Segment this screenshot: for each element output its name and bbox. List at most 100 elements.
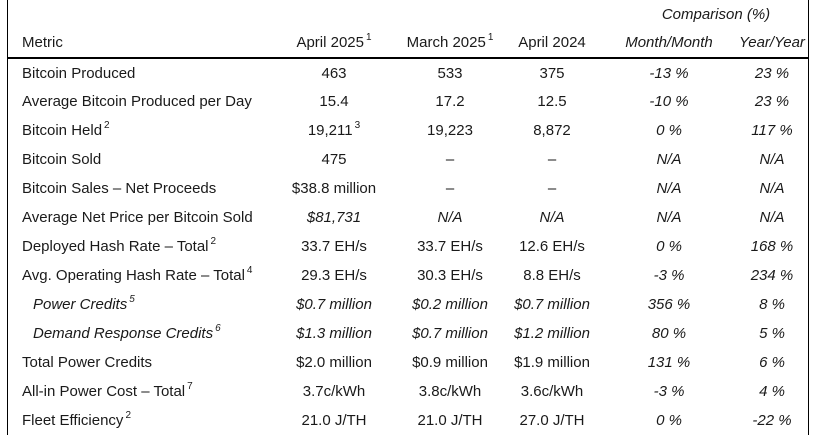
- column-header-april-2025: April 2025 1: [270, 28, 398, 59]
- cell-year-year: N/A: [759, 209, 785, 226]
- cell-april-2024: 12.5: [537, 93, 567, 110]
- table-body: Bitcoin Produced 463 533 375 -13 % 23 % …: [8, 58, 808, 435]
- cell-year-year: 4 %: [759, 383, 785, 400]
- cell-april-2024: $1.9 million: [514, 354, 590, 371]
- metrics-table-frame: Comparison (%) Metric April 2025 1 March …: [7, 0, 809, 435]
- footnote-ref: 5: [129, 294, 135, 305]
- metric-label: Bitcoin Sold: [22, 151, 102, 168]
- table-row-bitcoin-sold: Bitcoin Sold 475 – – N/A N/A: [8, 145, 808, 174]
- metric-text: All-in Power Cost – Total: [22, 383, 186, 400]
- cell-april-2025: 19,211 3: [270, 116, 398, 145]
- cell-march-2025: –: [445, 151, 455, 168]
- cell-april-2024: N/A: [539, 209, 565, 226]
- metric-label: Bitcoin Produced: [22, 64, 136, 82]
- cell-april-2025: 475: [321, 151, 347, 168]
- metric-label: Fleet Efficiency 2: [8, 406, 270, 435]
- metric-text: Fleet Efficiency: [22, 412, 124, 429]
- cell-april-2024: 8.8 EH/s: [523, 267, 581, 284]
- metric-label: Deployed Hash Rate – Total 2: [8, 232, 270, 261]
- table-row-power-credits: Power Credits 5 $0.7 million $0.2 million…: [8, 290, 808, 319]
- table-row-avg-bitcoin-per-day: Average Bitcoin Produced per Day 15.4 17…: [8, 87, 808, 116]
- cell-march-2025: 3.8c/kWh: [418, 383, 482, 400]
- cell-april-2025: $81,731: [306, 209, 362, 226]
- footnote-ref: 7: [187, 381, 193, 392]
- cell-march-2025: $0.2 million: [412, 296, 488, 313]
- cell-value: 19,211: [307, 122, 353, 139]
- cell-april-2024: 8,872: [533, 122, 571, 139]
- metric-label: Average Net Price per Bitcoin Sold: [22, 209, 253, 226]
- cell-month-month: N/A: [656, 151, 682, 168]
- cell-april-2025: 21.0 J/TH: [301, 412, 367, 429]
- cell-year-year: -22 %: [752, 412, 792, 429]
- cell-year-year: 117 %: [751, 122, 793, 139]
- cell-april-2025: 463: [321, 64, 347, 82]
- cell-year-year: 5 %: [759, 325, 785, 342]
- cell-year-year: N/A: [759, 151, 785, 168]
- cell-year-year: 8 %: [759, 296, 785, 313]
- cell-march-2025: $0.9 million: [412, 354, 488, 371]
- table-row-demand-response-credits: Demand Response Credits 6 $1.3 million $0…: [8, 319, 808, 348]
- footnote-ref: 2: [104, 120, 110, 131]
- cell-month-month: 0 %: [656, 412, 682, 429]
- cell-april-2025: $0.7 million: [296, 296, 372, 313]
- cell-april-2025: $2.0 million: [296, 354, 372, 371]
- cell-march-2025: $0.7 million: [412, 325, 488, 342]
- column-header-month-month: Month/Month: [602, 28, 736, 59]
- cell-april-2024: –: [547, 151, 557, 168]
- cell-march-2025: 21.0 J/TH: [417, 412, 483, 429]
- footnote-ref: 1: [365, 32, 372, 43]
- metric-label: Demand Response Credits 6: [8, 319, 270, 348]
- cell-april-2024: –: [547, 180, 557, 197]
- cell-month-month: 356 %: [647, 296, 691, 313]
- cell-april-2024: $1.2 million: [514, 325, 590, 342]
- metric-text: Power Credits: [33, 296, 128, 313]
- metric-label: Bitcoin Held 2: [8, 116, 270, 145]
- metric-text: Bitcoin Held: [22, 122, 103, 139]
- cell-month-month: 131 %: [647, 354, 691, 371]
- cell-april-2024: $0.7 million: [514, 296, 590, 313]
- table-row-deployed-hash-rate: Deployed Hash Rate – Total 2 33.7 EH/s 33…: [8, 232, 808, 261]
- column-header-label: April 2025: [296, 34, 364, 51]
- cell-month-month: 0 %: [656, 122, 682, 139]
- cell-month-month: -3 %: [653, 383, 685, 400]
- comparison-header-row: Comparison (%): [8, 0, 808, 28]
- cell-march-2025: N/A: [437, 209, 463, 226]
- table-row-total-power-credits: Total Power Credits $2.0 million $0.9 mi…: [8, 348, 808, 377]
- cell-month-month: 80 %: [651, 325, 687, 342]
- cell-year-year: 23 %: [754, 64, 790, 82]
- cell-month-month: N/A: [656, 209, 682, 226]
- cell-april-2025: 33.7 EH/s: [301, 238, 367, 255]
- cell-march-2025: 30.3 EH/s: [417, 267, 483, 284]
- metric-label: Bitcoin Sales – Net Proceeds: [22, 180, 217, 197]
- column-header-year-year: Year/Year: [736, 28, 808, 59]
- footnote-ref: 3: [354, 120, 361, 131]
- table-row-all-in-power-cost: All-in Power Cost – Total 7 3.7c/kWh 3.8c…: [8, 377, 808, 406]
- table-row-bitcoin-produced: Bitcoin Produced 463 533 375 -13 % 23 %: [8, 58, 808, 87]
- cell-april-2025: $1.3 million: [296, 325, 372, 342]
- footnote-ref: 4: [246, 265, 253, 276]
- cell-march-2025: 33.7 EH/s: [417, 238, 483, 255]
- header-spacer: [8, 0, 602, 28]
- cell-year-year: 234 %: [750, 267, 794, 284]
- table-row-fleet-efficiency: Fleet Efficiency 2 21.0 J/TH 21.0 J/TH 27…: [8, 406, 808, 435]
- cell-april-2024: 27.0 J/TH: [519, 412, 585, 429]
- table-row-avg-operating-hash-rate: Avg. Operating Hash Rate – Total 4 29.3 E…: [8, 261, 808, 290]
- metric-text: Avg. Operating Hash Rate – Total: [22, 267, 245, 284]
- column-header-metric: Metric: [8, 28, 270, 59]
- comparison-group-header: Comparison (%): [661, 5, 771, 23]
- table-row-bitcoin-held: Bitcoin Held 2 19,211 3 19,223 8,872 0 % 1…: [8, 116, 808, 145]
- metric-label: Power Credits 5: [8, 290, 270, 319]
- metric-text: Deployed Hash Rate – Total: [22, 238, 209, 255]
- metric-label: All-in Power Cost – Total 7: [8, 377, 270, 406]
- cell-month-month: N/A: [656, 180, 682, 197]
- cell-year-year: 6 %: [759, 354, 785, 371]
- table-row-bitcoin-sales-net-proceeds: Bitcoin Sales – Net Proceeds $38.8 milli…: [8, 174, 808, 203]
- footnote-ref: 1: [487, 32, 494, 43]
- column-header-april-2024: April 2024: [502, 28, 602, 59]
- column-header-row: Metric April 2025 1 March 2025 1 April 202…: [8, 28, 808, 59]
- cell-april-2025: 29.3 EH/s: [301, 267, 367, 284]
- cell-april-2025: 3.7c/kWh: [302, 383, 366, 400]
- cell-march-2025: 19,223: [427, 122, 473, 139]
- footnote-ref: 6: [215, 323, 221, 334]
